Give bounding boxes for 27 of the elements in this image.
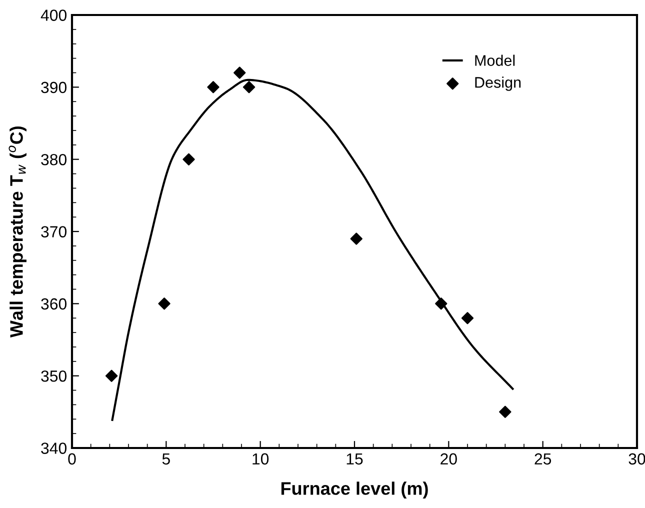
x-axis-title: Furnace level (m) (281, 482, 428, 498)
y-axis-title: Wall temperature T$_{w}$ ($^{o}$C) (8, 126, 26, 338)
x-tick-label: 10 (252, 453, 269, 465)
point (234, 66, 246, 79)
point (499, 406, 512, 418)
y-tick-label: 340 (41, 442, 67, 454)
point (461, 312, 474, 324)
point (182, 153, 195, 166)
point (350, 232, 362, 245)
x-tick-label: 30 (628, 453, 645, 465)
point (158, 298, 170, 310)
legend-label: Model (475, 54, 515, 66)
legend-label: Design (475, 76, 521, 91)
y-tick-label: 400 (40, 10, 67, 21)
x-tick-label: 15 (346, 453, 363, 465)
y-tick-label: 350 (41, 370, 67, 382)
x-tick-label: 0 (68, 453, 76, 465)
x-tick-label: 5 (162, 453, 170, 465)
point (105, 370, 118, 382)
y-tick-label: 360 (41, 298, 67, 310)
x-tick-label: 20 (440, 453, 457, 465)
point (207, 81, 220, 94)
y-tick-label: 380 (41, 154, 67, 166)
x-tick-label: 25 (534, 453, 552, 465)
point (242, 81, 256, 94)
y-tick-label: 370 (41, 226, 67, 238)
y-tick-label: 390 (41, 82, 67, 94)
